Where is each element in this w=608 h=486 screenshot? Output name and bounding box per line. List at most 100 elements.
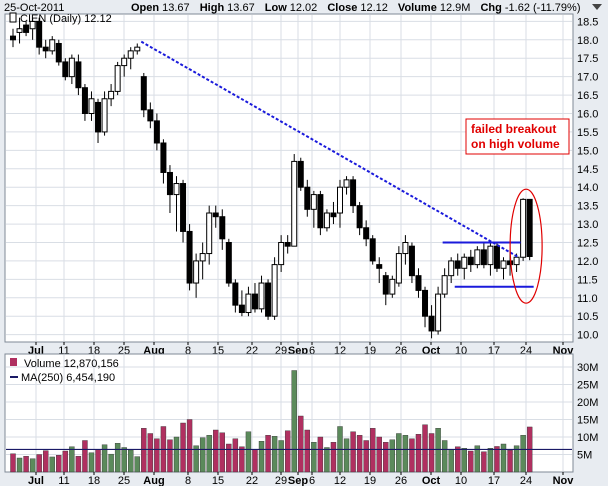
candle-body [49, 39, 56, 52]
candle-body [81, 87, 88, 115]
volume-bar [239, 446, 245, 473]
candle-body [520, 198, 527, 258]
volume-legend-label: Volume 12,870,156 [24, 358, 119, 370]
breakout-highlight-oval [509, 188, 543, 304]
candle-body [36, 20, 43, 48]
volume-bar [173, 436, 180, 473]
x-tick-label: Nov [553, 475, 575, 486]
x-tick-label: Oct [422, 475, 441, 486]
volume-y-tick-label: 20M [577, 397, 598, 409]
header-ohlc: Open 13.67 High 13.67 Low 12.02 Close 12.12 … [131, 2, 580, 14]
candle-body [507, 260, 514, 266]
volume-bar [10, 453, 16, 473]
candle-body [101, 98, 108, 133]
candle-body [467, 256, 474, 266]
candle-body [29, 20, 36, 30]
x-tick-label: Sep [288, 475, 308, 486]
volume-bar [62, 450, 69, 473]
annotation-line-2: on high volume [471, 137, 560, 151]
volume-bar [245, 431, 252, 473]
annotation-line-1: failed breakout [471, 122, 556, 136]
chevron-down-icon[interactable] [592, 4, 602, 10]
volume-bar [507, 450, 513, 473]
candle-body [55, 42, 62, 63]
price-y-axis: 10.0 10.5 11.0 11.5 12.0 12.5 13.0 13.5 14.0 14.5… [577, 16, 598, 341]
volume-bar [402, 435, 409, 473]
price-y-tick-label: 17.0 [577, 72, 598, 84]
candle-body [389, 278, 396, 295]
volume-bars [10, 370, 533, 473]
volume-bar [278, 440, 284, 473]
price-y-tick-label: 11.5 [577, 274, 598, 286]
volume-bar [167, 439, 173, 473]
candle-body [121, 57, 128, 67]
volume-bar [513, 445, 520, 473]
candle-body [304, 186, 311, 210]
candle-body [134, 46, 141, 52]
volume-bar [474, 445, 481, 473]
volume-bar [422, 424, 428, 473]
volume-y-tick-label: 10M [577, 432, 598, 444]
candle-body [415, 275, 422, 291]
price-y-tick-label: 18.5 [577, 16, 598, 28]
candle-body [23, 24, 30, 33]
candle-body [350, 179, 357, 207]
volume-bar [23, 456, 29, 473]
candle-body [428, 315, 435, 332]
header-bar: 25-Oct-2011 Open 13.67 High 13.67 Low 12.02… [4, 2, 602, 14]
price-y-tick-label: 18.0 [577, 35, 598, 47]
volume-bar [356, 435, 363, 473]
volume-bar [441, 440, 448, 473]
volume-bar [128, 449, 134, 473]
candle-body [278, 241, 285, 266]
volume-bar [461, 448, 467, 473]
candle-body [42, 46, 49, 52]
candle-body [68, 57, 75, 78]
x-tick-label: 12 [334, 475, 346, 486]
x-tick-label: 18 [88, 475, 100, 486]
candle-body [88, 98, 95, 115]
volume-bar [121, 447, 127, 473]
candle-body [474, 249, 481, 266]
volume-bar [370, 428, 376, 473]
volume-bar [311, 442, 317, 473]
price-y-tick-label: 13.5 [577, 201, 598, 213]
header-date: 25-Oct-2011 [4, 2, 64, 14]
volume-legend: Volume 12,870,156 MA(250) 6,454,190 [10, 358, 119, 384]
candle-body [493, 245, 500, 269]
volume-bar [376, 436, 382, 473]
candle-body [271, 264, 278, 317]
price-y-tick-label: 14.5 [577, 164, 598, 176]
candle-body [232, 282, 239, 306]
candle-body [193, 260, 200, 284]
volume-bar [232, 438, 239, 473]
volume-bar [108, 453, 114, 473]
legend-candle-swatch [9, 12, 17, 23]
volume-bar [75, 456, 82, 473]
ma-legend-label: MA(250) 6,454,190 [21, 372, 115, 384]
candle-body [369, 238, 376, 262]
volume-bar [82, 440, 88, 473]
x-tick-label: 11 [58, 345, 69, 357]
candle-body [10, 35, 16, 41]
volume-y-tick-label: 5M [577, 450, 592, 462]
volume-bar [330, 442, 337, 473]
x-tick-label: 19 [364, 475, 376, 486]
candle-body [480, 249, 487, 266]
candle-body [284, 241, 291, 247]
volume-bar [291, 370, 297, 473]
candle-body [114, 65, 121, 92]
volume-bar [141, 428, 147, 473]
candle-body [212, 212, 219, 218]
price-y-tick-label: 15.0 [577, 145, 598, 157]
price-y-tick-label: 13.0 [577, 219, 598, 231]
volume-bar [383, 442, 389, 473]
volume-bar [134, 456, 140, 473]
candle-body [199, 253, 206, 262]
candle-body [225, 241, 232, 284]
price-y-tick-label: 12.5 [577, 237, 598, 249]
volume-bar [16, 457, 23, 473]
volume-bar [396, 433, 402, 473]
volume-bar [258, 441, 265, 473]
candle-body [513, 256, 520, 266]
